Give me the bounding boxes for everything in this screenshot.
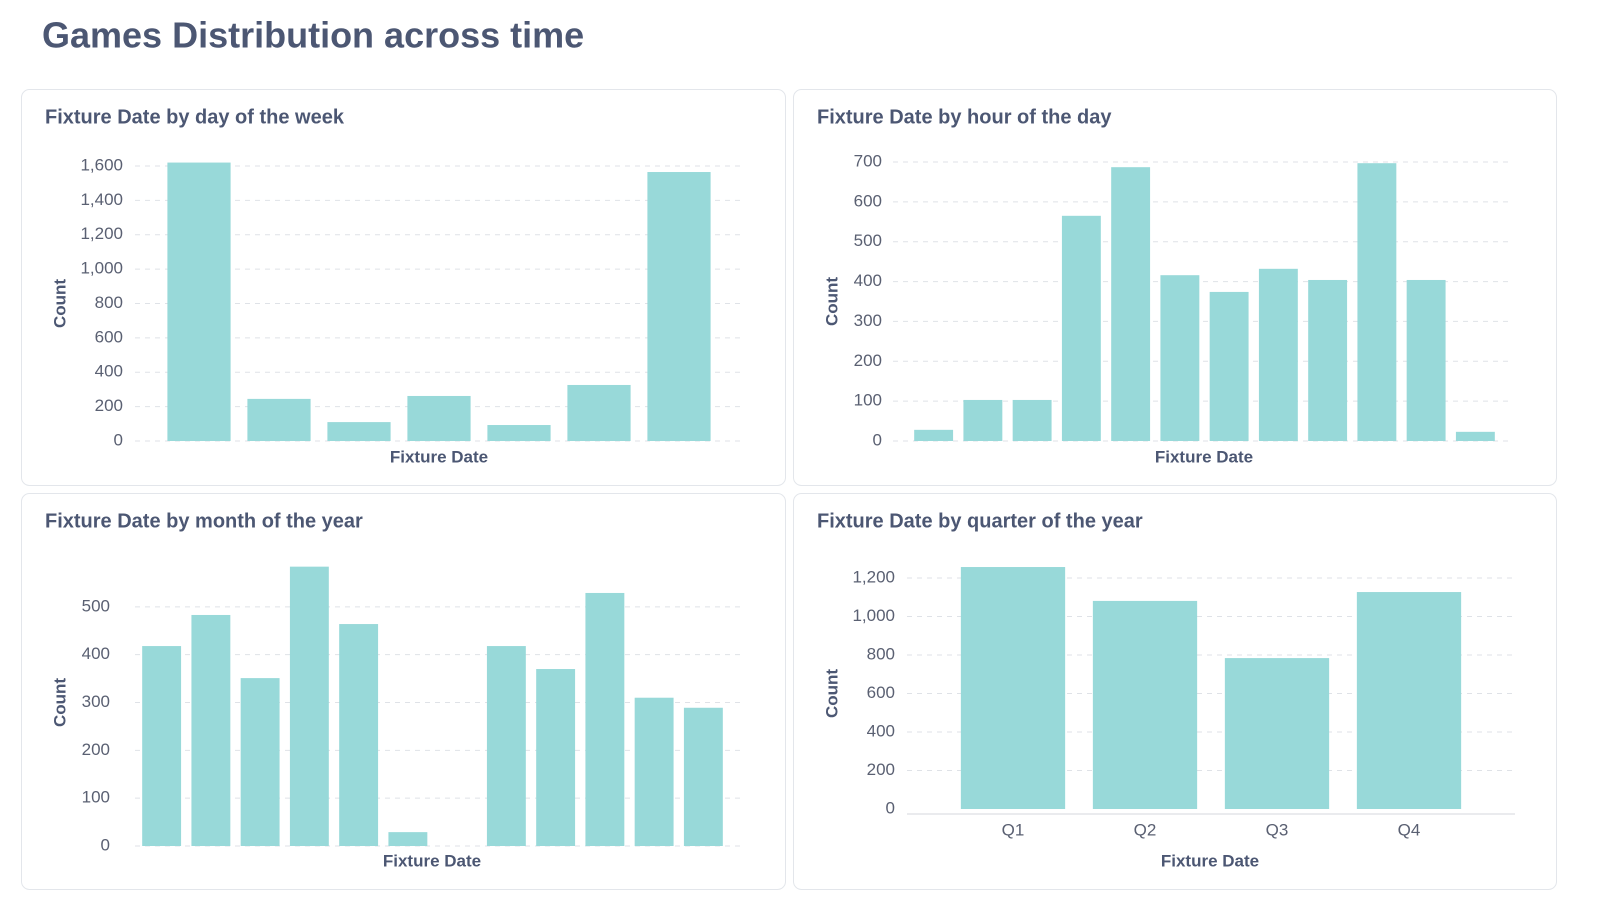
chart-title: Fixture Date by quarter of the year [817, 510, 1143, 532]
x-tick-label: Q4 [1398, 820, 1421, 839]
x-axis-title: Fixture Date [383, 851, 481, 870]
y-tick-label: 100 [854, 391, 882, 410]
y-tick-label: 600 [854, 191, 882, 210]
y-axis-title: Count [822, 669, 841, 718]
bar [647, 172, 711, 441]
y-tick-label: 1,200 [852, 567, 895, 586]
y-tick-label: 0 [886, 798, 895, 817]
y-tick-label: 300 [854, 311, 882, 330]
bar [1012, 399, 1052, 441]
bar [247, 398, 311, 441]
y-tick-label: 1,600 [80, 155, 123, 174]
bar [567, 384, 631, 441]
bar [407, 395, 471, 441]
y-tick-label: 400 [854, 271, 882, 290]
y-tick-label: 800 [867, 644, 895, 663]
y-tick-label: 400 [95, 362, 123, 381]
y-tick-label: 0 [101, 835, 110, 854]
y-tick-label: 100 [82, 788, 110, 807]
bar [240, 678, 280, 846]
bar [960, 567, 1066, 809]
bar [388, 832, 428, 846]
bar [536, 669, 576, 846]
chart-title: Fixture Date by month of the year [45, 510, 363, 532]
y-tick-label: 0 [873, 430, 882, 449]
y-tick-label: 500 [854, 231, 882, 250]
bar [1308, 279, 1348, 441]
y-tick-label: 400 [867, 721, 895, 740]
chart-title: Fixture Date by day of the week [45, 106, 345, 128]
bar [585, 592, 625, 846]
bar [487, 425, 551, 441]
bar [167, 162, 231, 441]
bar [683, 707, 723, 846]
y-tick-label: 700 [854, 151, 882, 170]
y-tick-label: 1,400 [80, 190, 123, 209]
x-axis-title: Fixture Date [390, 447, 488, 466]
x-axis-title: Fixture Date [1155, 447, 1253, 466]
bar [486, 646, 526, 846]
y-tick-label: 0 [114, 430, 123, 449]
y-tick-label: 400 [82, 644, 110, 663]
y-tick-label: 300 [82, 692, 110, 711]
bar [1160, 275, 1200, 441]
bar [1455, 431, 1495, 441]
bar [1092, 600, 1198, 809]
bar [1111, 167, 1151, 441]
x-axis-title: Fixture Date [1161, 851, 1259, 870]
y-axis-title: Count [50, 678, 69, 727]
bar [1061, 215, 1101, 441]
bar [339, 624, 379, 846]
x-tick-label: Q2 [1134, 820, 1157, 839]
y-tick-label: 200 [82, 740, 110, 759]
chart-title: Fixture Date by hour of the day [817, 106, 1112, 128]
x-tick-label: Q3 [1266, 820, 1289, 839]
bar [1356, 592, 1462, 809]
bar [1406, 279, 1446, 441]
bar [963, 399, 1003, 441]
page-title: Games Distribution across time [42, 15, 584, 56]
bar [191, 614, 231, 846]
y-tick-label: 600 [95, 327, 123, 346]
y-tick-label: 1,000 [80, 259, 123, 278]
bar [327, 422, 391, 441]
y-tick-label: 500 [82, 596, 110, 615]
bar [634, 697, 674, 846]
x-tick-label: Q1 [1002, 820, 1025, 839]
bar [289, 566, 329, 846]
bar [142, 646, 182, 846]
bar [914, 429, 954, 441]
bar [1209, 291, 1249, 441]
y-tick-label: 1,200 [80, 224, 123, 243]
y-tick-label: 200 [867, 760, 895, 779]
y-tick-label: 200 [854, 351, 882, 370]
y-tick-label: 600 [867, 683, 895, 702]
y-tick-label: 1,000 [852, 606, 895, 625]
y-axis-title: Count [50, 279, 69, 328]
bar [1224, 658, 1330, 809]
bar [1258, 268, 1298, 441]
y-axis-title: Count [822, 277, 841, 326]
bar [1357, 163, 1397, 441]
y-tick-label: 200 [95, 396, 123, 415]
y-tick-label: 800 [95, 293, 123, 312]
